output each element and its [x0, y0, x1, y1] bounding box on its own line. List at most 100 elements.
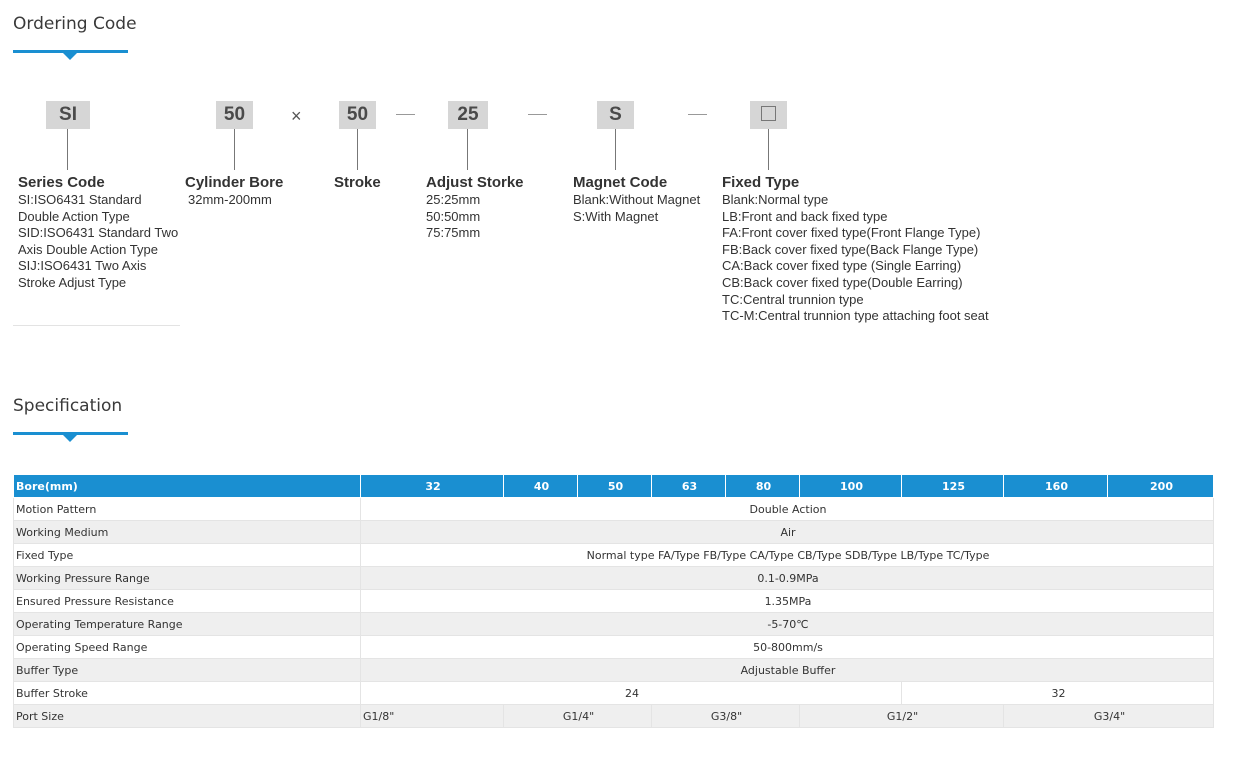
fixed-option-line: Blank:Normal type [722, 192, 829, 207]
series-option-line: Axis Double Action Type [18, 241, 158, 257]
cylinder-bore-group: Cylinder Bore 32mm-200mm [185, 174, 283, 209]
blank-square-icon [761, 105, 776, 121]
row-label: Buffer Stroke [13, 681, 361, 705]
table-row: Port Size G1/8" G1/4" G3/8" G1/2" G3/4" [13, 704, 1214, 728]
adjust-stroke-heading: Adjust Storke [426, 174, 524, 191]
magnet-code-heading: Magnet Code [573, 174, 668, 191]
row-label: Working Pressure Range [13, 566, 361, 590]
row-value: -5-70℃ [360, 612, 1214, 636]
row-value: 32 [901, 681, 1214, 705]
row-label: Working Medium [13, 520, 361, 544]
stroke-code-box: 50 [339, 101, 376, 129]
table-row: Buffer Stroke 24 32 [13, 681, 1214, 705]
series-option-line: SI:ISO6431 Standard [18, 192, 142, 207]
row-value: 1.35MPa [360, 589, 1214, 613]
bore-code-box: 50 [216, 101, 253, 129]
stroke-group: Stroke [334, 174, 381, 192]
series-option-line: SIJ:ISO6431 Two Axis [18, 258, 147, 274]
fixed-option-line: FB:Back cover fixed type(Back Flange Typ… [722, 241, 979, 257]
bore-connector [234, 129, 235, 170]
fixed-type-connector [768, 129, 769, 170]
row-value: 0.1-0.9MPa [360, 566, 1214, 590]
table-row: Fixed Type Normal type FA/Type FB/Type CA… [13, 543, 1214, 567]
row-label: Port Size [13, 704, 361, 728]
port-size-cell: G1/8" [360, 704, 504, 728]
series-option-line: Stroke Adjust Type [18, 274, 127, 290]
series-code-group: Series Code SI:ISO6431 Standard Double Ac… [18, 174, 178, 292]
port-size-cell: G3/8" [651, 704, 800, 728]
row-value: 24 [360, 681, 902, 705]
ordering-code-arrow-icon [63, 53, 77, 60]
magnet-connector [615, 129, 616, 170]
adjust-code-box: 25 [448, 101, 488, 129]
row-value: Air [360, 520, 1214, 544]
row-value: Normal type FA/Type FB/Type CA/Type CB/T… [360, 543, 1214, 567]
series-code-heading: Series Code [18, 174, 105, 191]
fixed-type-code-box [750, 101, 787, 129]
specification-title: Specification [13, 396, 123, 416]
ordering-code-title: Ordering Code [13, 14, 137, 34]
bore-option-line: 32mm-200mm [188, 192, 272, 207]
fixed-option-line: LB:Front and back fixed type [722, 208, 888, 224]
row-label: Buffer Type [13, 658, 361, 682]
bore-size-header-cell: 200 [1107, 474, 1214, 498]
specification-underline [13, 432, 128, 435]
fixed-type-group: Fixed Type Blank:Normal type LB:Front and… [722, 174, 989, 325]
bore-size-header-cell: 63 [651, 474, 726, 498]
adjust-option-line: 50:50mm [426, 208, 481, 224]
cylinder-bore-heading: Cylinder Bore [185, 174, 284, 191]
row-label: Operating Speed Range [13, 635, 361, 659]
adjust-connector [467, 129, 468, 170]
series-code-box: SI [46, 101, 90, 129]
stroke-heading: Stroke [334, 174, 381, 191]
bore-size-header-cell: 50 [577, 474, 652, 498]
dash-separator [396, 114, 415, 115]
bore-size-header-cell: 80 [725, 474, 800, 498]
adjust-option-line: 25:25mm [426, 192, 481, 207]
bore-size-header-cell: 125 [901, 474, 1004, 498]
adjust-option-line: 75:75mm [426, 225, 481, 241]
ordering-code-underline [13, 50, 128, 53]
fixed-option-line: TC:Central trunnion type [722, 291, 864, 307]
divider [13, 325, 180, 326]
fixed-option-line: CA:Back cover fixed type (Single Earring… [722, 258, 962, 274]
row-label: Operating Temperature Range [13, 612, 361, 636]
times-sign: × [291, 106, 302, 126]
bore-size-header-cell: 32 [360, 474, 504, 498]
magnet-code-group: Magnet Code Blank:Without Magnet S:With M… [573, 174, 700, 225]
magnet-option-line: Blank:Without Magnet [573, 192, 701, 207]
port-size-cell: G3/4" [1003, 704, 1214, 728]
row-value: 50-800mm/s [360, 635, 1214, 659]
table-header-row: Bore(mm) 32 40 50 63 80 100 125 160 200 [13, 474, 1214, 498]
dash-separator [688, 114, 707, 115]
fixed-type-heading: Fixed Type [722, 174, 800, 191]
bore-size-header-cell: 100 [799, 474, 902, 498]
port-size-cell: G1/2" [799, 704, 1004, 728]
fixed-option-line: CB:Back cover fixed type(Double Earring) [722, 274, 963, 290]
row-label: Motion Pattern [13, 497, 361, 521]
fixed-option-line: FA:Front cover fixed type(Front Flange T… [722, 225, 981, 241]
series-connector [67, 129, 68, 170]
stroke-connector [357, 129, 358, 170]
table-row: Working Medium Air [13, 520, 1214, 544]
table-row: Operating Temperature Range -5-70℃ [13, 612, 1214, 636]
specification-table: Bore(mm) 32 40 50 63 80 100 125 160 200 Motion Pat… [13, 474, 1214, 728]
row-value: Double Action [360, 497, 1214, 521]
specification-arrow-icon [63, 435, 77, 442]
adjust-stroke-group: Adjust Storke 25:25mm 50:50mm 75:75mm [426, 174, 524, 242]
table-row: Ensured Pressure Resistance 1.35MPa [13, 589, 1214, 613]
series-option-line: SID:ISO6431 Standard Two [18, 225, 179, 241]
magnet-option-line: S:With Magnet [573, 208, 659, 224]
bore-size-header-cell: 160 [1003, 474, 1108, 498]
table-row: Motion Pattern Double Action [13, 497, 1214, 521]
table-row: Operating Speed Range 50-800mm/s [13, 635, 1214, 659]
series-option-line: Double Action Type [18, 208, 130, 224]
dash-separator [528, 114, 547, 115]
table-row: Buffer Type Adjustable Buffer [13, 658, 1214, 682]
row-label: Fixed Type [13, 543, 361, 567]
port-size-cell: G1/4" [503, 704, 652, 728]
row-label: Ensured Pressure Resistance [13, 589, 361, 613]
fixed-option-line: TC-M:Central trunnion type attaching foo… [722, 308, 989, 324]
bore-header-cell: Bore(mm) [13, 474, 361, 498]
table-row: Working Pressure Range 0.1-0.9MPa [13, 566, 1214, 590]
